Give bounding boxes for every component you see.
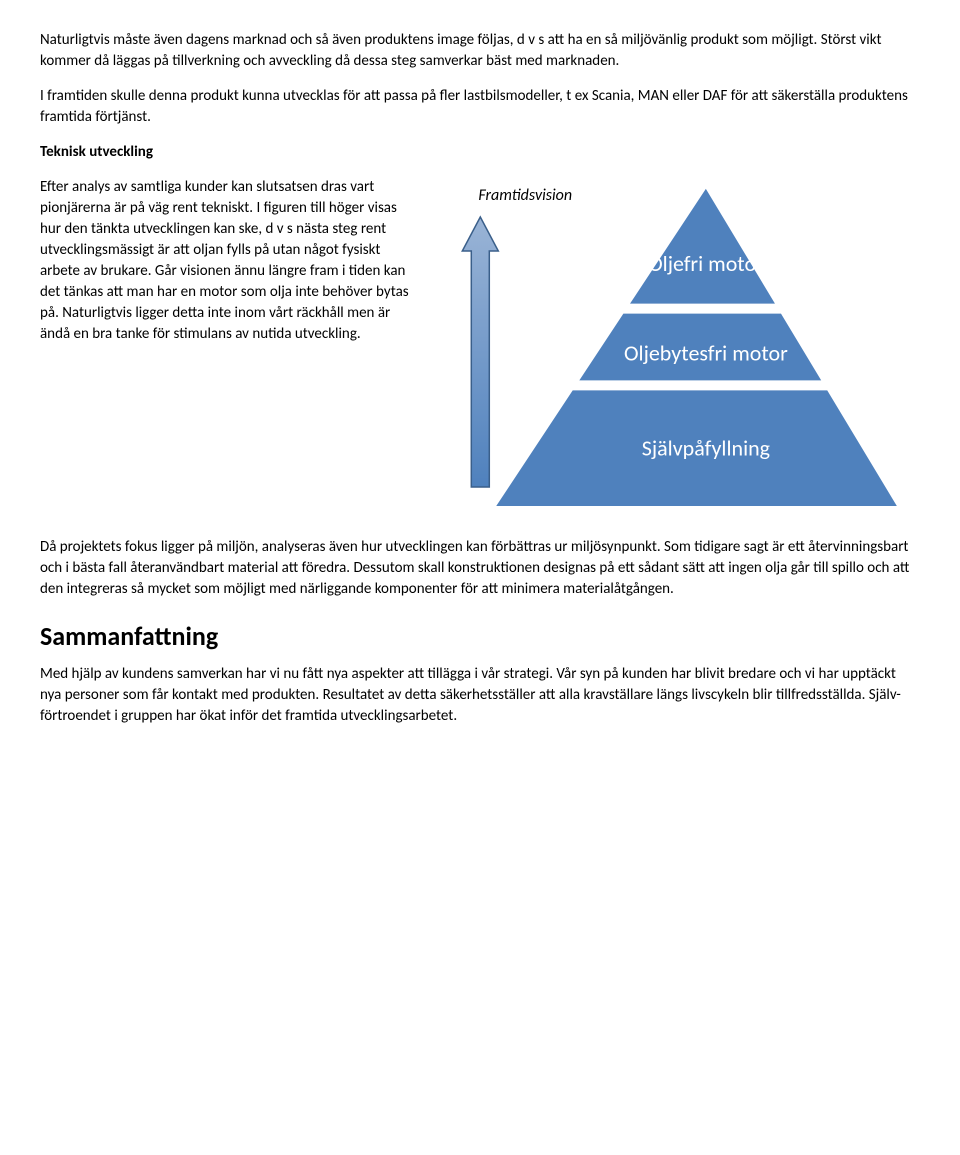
diagram-title: Framtidsvision — [478, 185, 572, 207]
pyramid-level-0: Oljefri motor — [648, 250, 764, 277]
heading-teknisk-utveckling: Teknisk utveckling — [40, 142, 920, 163]
paragraph-3: Efter analys av samtliga kunder kan slut… — [40, 177, 418, 345]
up-arrow-icon — [463, 217, 499, 487]
pyramid-level-1: Oljebytesfri motor — [624, 339, 788, 366]
paragraph-1: Naturligtvis måste även dagens marknad o… — [40, 30, 920, 72]
paragraph-5: Med hjälp av kundens samverkan har vi nu… — [40, 664, 920, 727]
paragraph-4: Då projektets fokus ligger på miljön, an… — [40, 537, 920, 600]
pyramid-level-2: Självpåfyllning — [642, 434, 770, 461]
heading-sammanfattning: Sammanfattning — [40, 618, 920, 654]
pyramid-diagram: Framtidsvision Oljefri motor Oljebytesfri… — [438, 177, 920, 517]
paragraph-2: I framtiden skulle denna produkt kunna u… — [40, 86, 920, 128]
